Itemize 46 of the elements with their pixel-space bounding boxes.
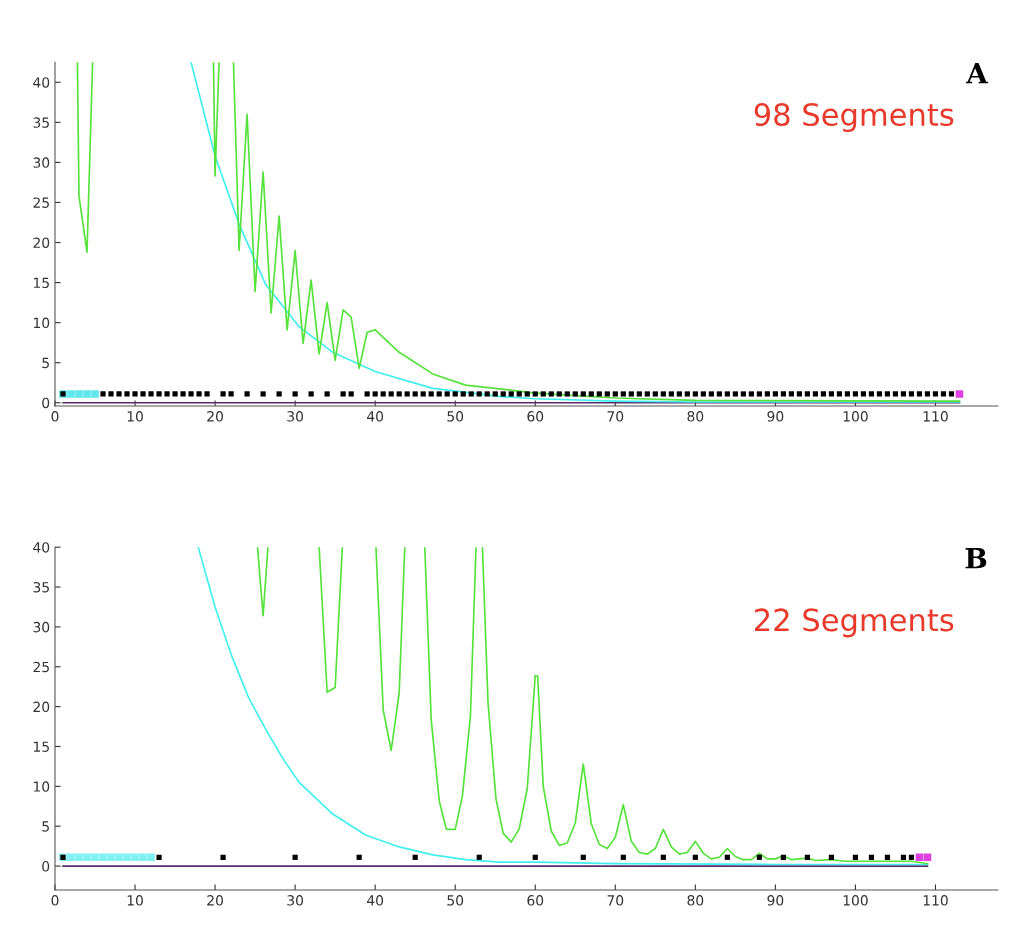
chart-title: A xyxy=(966,63,989,84)
x-tick-label: 80 xyxy=(687,411,704,422)
chart-title: B xyxy=(965,548,987,569)
x-tick-label: 80 xyxy=(687,895,704,906)
y-tick-label: 15 xyxy=(33,277,49,289)
x-tick-label: 70 xyxy=(607,895,624,906)
x-tick-label: 50 xyxy=(447,411,464,422)
x-tick-label: 100 xyxy=(843,895,868,906)
x-tick-label: 60 xyxy=(527,895,544,906)
x-tick-label: 50 xyxy=(447,895,464,906)
annotation: 22 Segments xyxy=(754,608,954,638)
x-tick-label: 90 xyxy=(767,411,784,422)
y-tick-label: 25 xyxy=(33,661,49,673)
x-tick-label: 100 xyxy=(843,411,868,422)
x-tick-label: 60 xyxy=(527,411,544,422)
x-tick-label: 70 xyxy=(607,411,624,422)
y-tick-label: 25 xyxy=(33,197,49,208)
y-tick-label: 5 xyxy=(42,357,49,369)
y-tick-label: 5 xyxy=(42,821,49,832)
x-tick-label: 10 xyxy=(127,411,143,422)
x-tick-label: 20 xyxy=(207,411,223,422)
x-tick-label: 110 xyxy=(923,411,948,422)
x-tick-label: 30 xyxy=(287,895,304,906)
y-tick-label: 40 xyxy=(33,77,50,88)
y-tick-label: 35 xyxy=(33,117,49,128)
y-tick-label: 15 xyxy=(33,741,49,752)
y-tick-label: 10 xyxy=(33,317,50,329)
x-tick-label: 10 xyxy=(127,895,143,906)
y-tick-label: 35 xyxy=(33,582,49,593)
y-tick-label: 0 xyxy=(42,861,50,872)
x-tick-label: 40 xyxy=(367,411,384,422)
y-tick-label: 30 xyxy=(33,621,50,633)
x-tick-label: 30 xyxy=(287,411,304,422)
y-tick-label: 20 xyxy=(33,701,50,713)
y-tick-label: 10 xyxy=(33,781,50,792)
x-tick-label: 40 xyxy=(367,895,384,906)
x-tick-label: 0 xyxy=(51,895,59,906)
x-tick-label: 0 xyxy=(51,411,59,422)
x-tick-label: 110 xyxy=(923,895,948,906)
annotation: 98 Segments xyxy=(754,102,954,133)
y-tick-label: 30 xyxy=(33,157,50,168)
x-tick-label: 90 xyxy=(767,895,784,906)
x-tick-label: 20 xyxy=(207,895,223,906)
y-tick-label: 40 xyxy=(33,542,50,553)
y-tick-label: 20 xyxy=(33,237,50,248)
y-tick-label: 0 xyxy=(42,397,50,409)
